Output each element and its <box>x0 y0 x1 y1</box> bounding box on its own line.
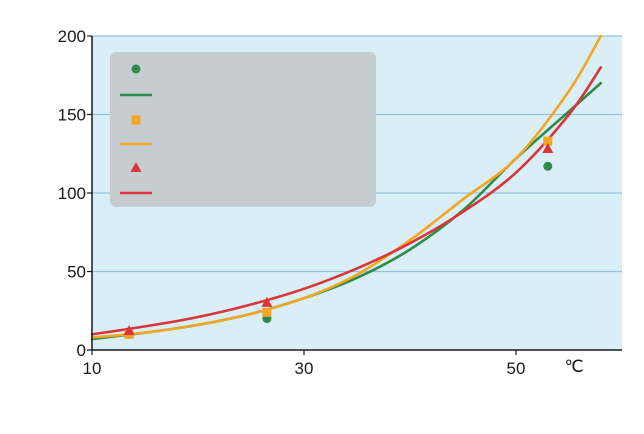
x-tick-label-1: 30 <box>295 359 314 378</box>
x-tick-label-2: 50 <box>507 359 526 378</box>
legend-marker-4 <box>130 162 142 172</box>
series-2-point-2 <box>543 136 553 146</box>
series-3-curve <box>90 34 603 339</box>
series-markers <box>123 136 554 339</box>
x-axis-unit-label: ℃ <box>564 357 583 376</box>
tick-labels: 0 50 100 150 200 10 30 50 <box>58 27 526 378</box>
legend <box>110 52 376 207</box>
y-tick-label-0: 0 <box>77 341 86 360</box>
x-tick-label-0: 10 <box>83 359 102 378</box>
series-4-point-0 <box>123 325 135 336</box>
series-0-point-2 <box>543 161 553 171</box>
series-4-point-1 <box>261 296 273 307</box>
y-tick-label-4: 200 <box>58 27 86 46</box>
legend-marker-0 <box>131 64 141 74</box>
series-4-point-2 <box>542 143 554 154</box>
series-2-point-1 <box>262 307 272 317</box>
axes <box>87 35 622 355</box>
series-curves <box>90 34 603 341</box>
series-5-curve <box>90 66 603 336</box>
legend-box <box>110 52 376 207</box>
legend-marker-2 <box>131 115 141 125</box>
y-tick-label-1: 50 <box>67 263 86 282</box>
y-tick-label-3: 150 <box>58 106 86 125</box>
y-tick-label-2: 100 <box>58 184 86 203</box>
